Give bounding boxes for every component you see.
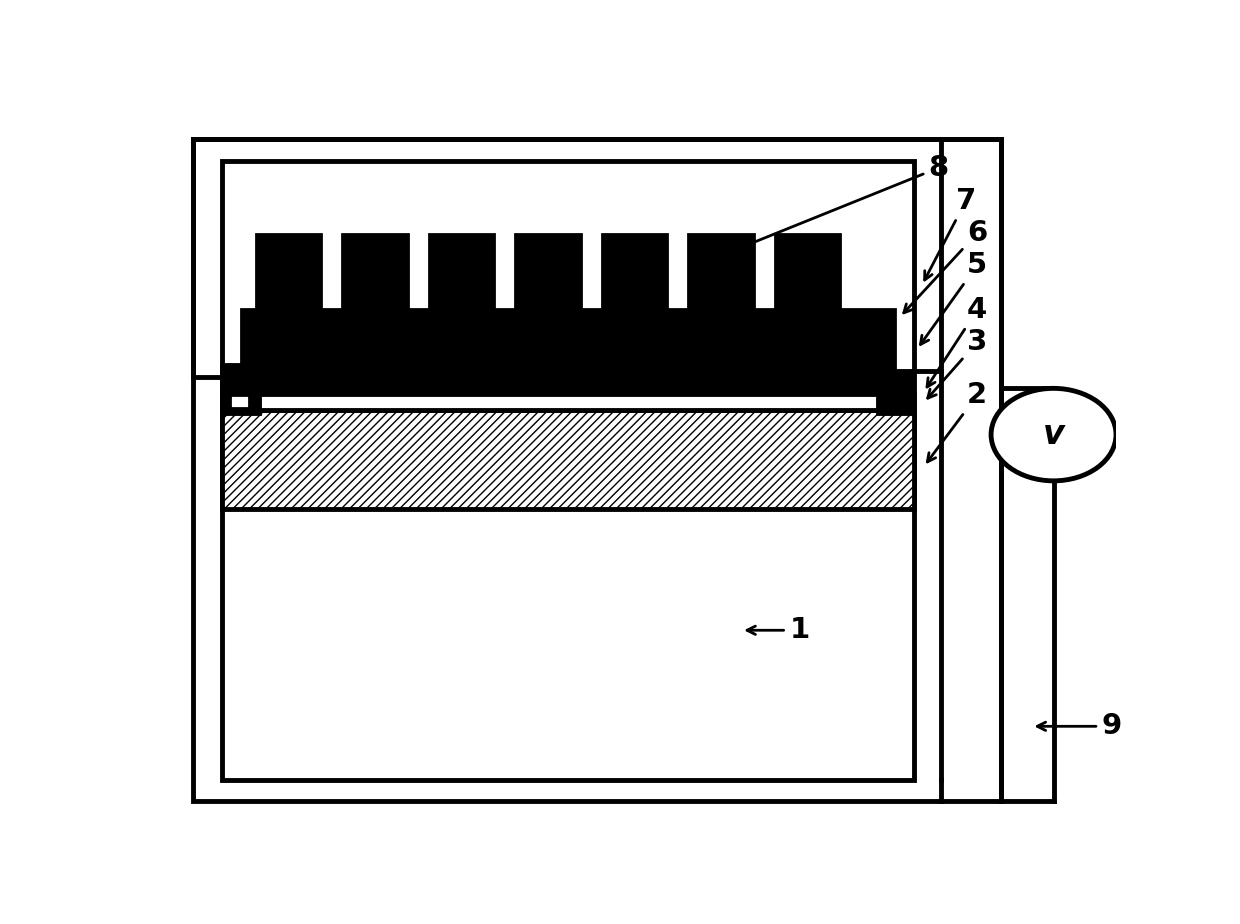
Bar [222, 161, 914, 780]
Bar [601, 234, 667, 309]
Bar [342, 234, 408, 309]
Bar [222, 409, 914, 509]
Text: 8: 8 [733, 153, 949, 251]
Bar [222, 365, 259, 413]
Text: v: v [1043, 418, 1064, 451]
Text: 9: 9 [1038, 712, 1122, 740]
Text: 2: 2 [928, 382, 987, 462]
Bar [516, 234, 580, 309]
Bar [255, 234, 321, 309]
Text: 7: 7 [925, 188, 976, 280]
Bar [193, 140, 1001, 801]
Bar [222, 394, 914, 409]
Bar [878, 371, 913, 413]
Bar [429, 234, 495, 309]
Text: 5: 5 [920, 251, 987, 345]
Circle shape [991, 388, 1116, 480]
Bar [688, 234, 754, 309]
Text: 6: 6 [904, 219, 987, 313]
Text: 4: 4 [928, 296, 987, 387]
Bar [229, 395, 249, 408]
Bar [775, 234, 841, 309]
Text: 1: 1 [746, 616, 810, 644]
Text: 3: 3 [928, 328, 987, 398]
Bar [242, 309, 895, 394]
